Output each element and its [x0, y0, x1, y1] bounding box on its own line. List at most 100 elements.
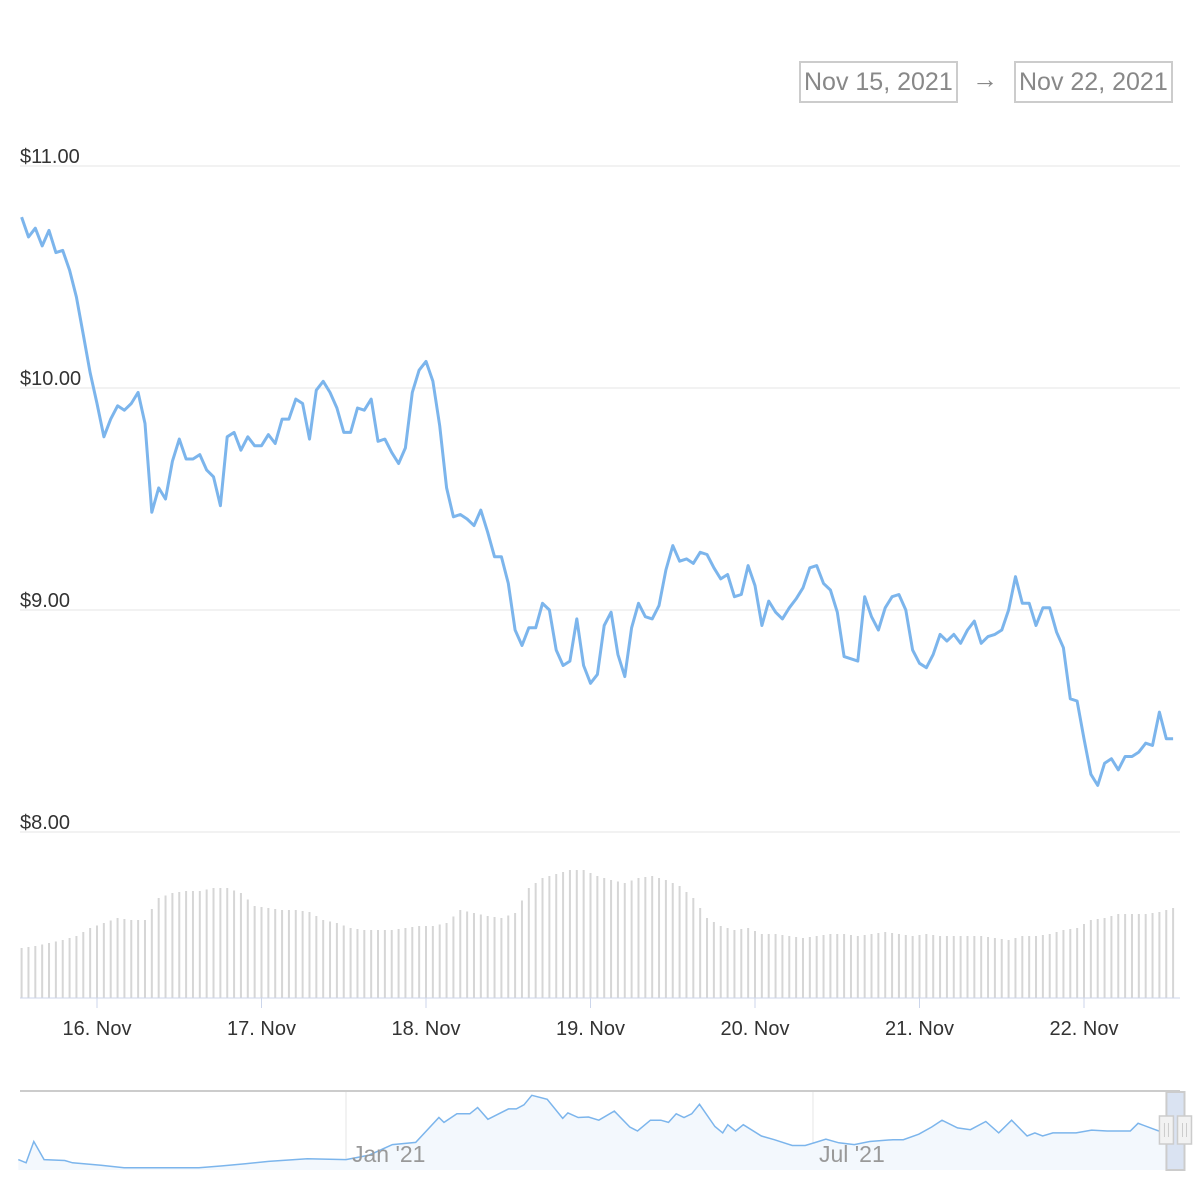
- volume-bar: [589, 873, 592, 998]
- volume-bar: [1007, 940, 1010, 998]
- volume-bar: [836, 934, 839, 998]
- volume-bar: [534, 883, 537, 998]
- volume-bar: [89, 928, 92, 998]
- volume-bar: [157, 898, 160, 998]
- volume-bar: [466, 911, 469, 998]
- volume-bar: [507, 915, 510, 998]
- volume-bar: [294, 910, 297, 998]
- volume-bar: [671, 883, 674, 998]
- volume-bar: [678, 886, 681, 998]
- volume-bar: [863, 935, 866, 998]
- volume-bar: [431, 926, 434, 998]
- volume-bar: [582, 870, 585, 998]
- volume-bar: [143, 920, 146, 998]
- volume-bar: [527, 888, 530, 998]
- volume-bar: [349, 928, 352, 998]
- volume-bar: [493, 917, 496, 998]
- x-tick-label: 16. Nov: [63, 1018, 132, 1040]
- volume-bar: [726, 928, 729, 998]
- volume-bar: [226, 888, 229, 998]
- x-tick-label: 19. Nov: [556, 1018, 625, 1040]
- y-tick-label: $10.00: [20, 368, 81, 390]
- volume-bar: [644, 877, 647, 998]
- volume-bar: [61, 940, 64, 998]
- volume-bar: [692, 898, 695, 998]
- volume-bar: [651, 876, 654, 998]
- volume-bar: [925, 934, 928, 998]
- volume-bar: [123, 919, 126, 998]
- volume-bar: [479, 914, 482, 998]
- volume-bar: [616, 881, 619, 998]
- volume-bar: [918, 935, 921, 998]
- navigator-area: [18, 1095, 1167, 1170]
- y-tick-label: $8.00: [20, 812, 70, 834]
- volume-bar: [754, 931, 756, 998]
- volume-bar: [404, 928, 407, 998]
- volume-bar: [246, 899, 249, 998]
- volume-bar: [1165, 910, 1168, 998]
- volume-bar: [370, 930, 373, 998]
- volume-bar: [205, 889, 208, 998]
- volume-bar: [109, 920, 112, 998]
- volume-bar: [27, 947, 30, 998]
- volume-bar: [281, 910, 284, 998]
- y-grid: [20, 165, 1180, 833]
- volume-bar: [130, 920, 133, 998]
- volume-bar: [1048, 934, 1051, 998]
- volume-bar: [740, 929, 743, 998]
- volume-bar: [959, 936, 962, 998]
- volume-bar: [856, 936, 859, 998]
- volume-bars: [20, 870, 1175, 998]
- volume-bar: [973, 936, 976, 998]
- volume-bar: [562, 872, 565, 998]
- volume-bar: [980, 936, 983, 998]
- volume-bar: [815, 936, 818, 998]
- navigator-handle-right[interactable]: [1176, 1115, 1193, 1145]
- volume-bar: [164, 895, 167, 998]
- volume-bar: [719, 926, 722, 998]
- range-from-input[interactable]: Nov 15, 2021: [799, 61, 958, 103]
- volume-bar: [699, 908, 702, 998]
- volume-bar: [185, 891, 188, 998]
- volume-bar: [829, 934, 832, 998]
- volume-bar: [548, 876, 551, 998]
- volume-bar: [137, 920, 140, 998]
- volume-bar: [808, 937, 811, 998]
- volume-bar: [801, 938, 804, 998]
- y-tick-label: $9.00: [20, 590, 70, 612]
- volume-bar: [48, 943, 51, 998]
- volume-bar: [1021, 936, 1024, 998]
- navigator-line: [18, 1094, 1167, 1169]
- grip-icon: [1158, 1115, 1175, 1145]
- navigator-tick-label: Jan '21: [352, 1141, 425, 1167]
- volume-bar: [1000, 939, 1003, 998]
- range-to-input[interactable]: Nov 22, 2021: [1014, 61, 1173, 103]
- volume-bar: [1083, 924, 1085, 998]
- x-tick-label: 20. Nov: [721, 1018, 790, 1040]
- volume-bar: [1076, 928, 1079, 998]
- volume-bar: [233, 890, 236, 998]
- volume-bar: [75, 936, 78, 998]
- volume-bar: [849, 935, 852, 998]
- volume-bar: [150, 909, 153, 998]
- volume-bar: [767, 934, 770, 998]
- volume-bar: [911, 936, 914, 998]
- volume-bar: [685, 892, 688, 998]
- volume-bar: [541, 878, 544, 998]
- volume-bar: [568, 870, 571, 998]
- volume-bar: [1014, 938, 1017, 998]
- volume-bar: [171, 893, 174, 998]
- volume-bar: [891, 933, 894, 998]
- volume-bar: [520, 900, 523, 998]
- volume-bar: [712, 922, 715, 998]
- volume-bar: [1103, 918, 1106, 998]
- volume-bar: [445, 923, 448, 998]
- navigator-handle-left[interactable]: [1158, 1115, 1175, 1145]
- volume-bar: [322, 920, 325, 998]
- volume-bar: [575, 870, 578, 998]
- volume-bar: [472, 913, 475, 998]
- volume-bar: [1069, 929, 1072, 998]
- volume-bar: [34, 946, 37, 998]
- volume-bar: [760, 934, 763, 998]
- navigator[interactable]: Jan '21 Jul '21: [18, 1090, 1193, 1171]
